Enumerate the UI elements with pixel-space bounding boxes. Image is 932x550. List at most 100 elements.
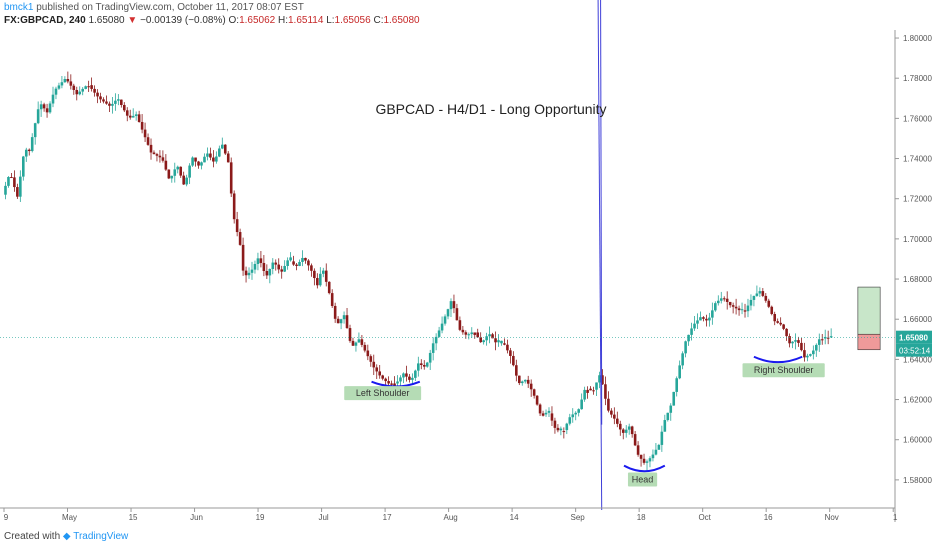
candle-body <box>482 340 485 343</box>
candle-body <box>431 343 435 353</box>
candle-body <box>675 378 679 392</box>
candle-body <box>657 444 661 450</box>
candle-body <box>547 410 551 413</box>
countdown-label: 03:52:14 <box>899 347 931 356</box>
candle-body <box>27 149 31 152</box>
candle-body <box>479 337 482 343</box>
candle-body <box>725 298 729 302</box>
candle-body <box>408 376 411 380</box>
pattern-label-bg <box>742 363 825 378</box>
y-tick-label: 1.74000 <box>903 155 932 164</box>
candle-body <box>66 79 70 82</box>
candle-body <box>405 373 408 377</box>
candle-body <box>393 383 396 386</box>
candle-body <box>238 232 242 245</box>
candle-body <box>30 137 34 152</box>
candle-body <box>702 317 705 319</box>
y-tick-label: 1.64000 <box>903 355 932 364</box>
candle-body <box>33 123 37 138</box>
candle-body <box>292 261 295 265</box>
x-tick-label: Nov <box>825 513 839 522</box>
candle-body <box>690 328 693 335</box>
candle-body <box>271 262 275 269</box>
price-change: −0.00139 (−0.08%) <box>140 15 226 26</box>
candle-body <box>247 272 251 276</box>
candle-body <box>256 258 260 264</box>
candle-body <box>36 109 40 124</box>
candle-body <box>114 100 117 104</box>
candle-body <box>699 317 702 321</box>
candle-body <box>613 414 616 419</box>
candle-body <box>327 281 331 294</box>
down-arrow-icon: ▼ <box>127 15 138 26</box>
candle-body <box>520 381 524 384</box>
candle-body <box>503 343 506 345</box>
candle-body <box>621 429 625 433</box>
axes: 1.80000 1.78000 1.76000 1.74000 1.72000 1.700… <box>0 30 932 522</box>
candle-body <box>422 365 426 367</box>
candle-body <box>553 420 557 428</box>
candle-body <box>604 384 607 399</box>
candle-body <box>84 86 87 89</box>
candle-body <box>773 313 777 322</box>
candle-body <box>22 156 25 177</box>
candle-body <box>826 337 830 339</box>
candle-body <box>354 342 358 346</box>
candle-body <box>437 330 441 337</box>
symbol-label: FX:GBPCAD, 240 <box>4 15 86 26</box>
candle-body <box>485 336 488 341</box>
candle-body <box>173 169 177 176</box>
pattern-label: Right Shoulder <box>754 365 814 375</box>
candle-body <box>57 85 61 89</box>
x-tick-label: 15 <box>129 513 138 522</box>
candle-body <box>678 365 681 379</box>
candle-body <box>476 332 480 338</box>
candle-body <box>250 269 254 273</box>
x-tick-label: Oct <box>698 513 711 522</box>
published-text: published on TradingView.com, October 11… <box>36 2 304 13</box>
candle-body <box>497 340 500 343</box>
candle-body <box>550 413 554 421</box>
candle-body <box>788 336 791 344</box>
candle-body <box>568 417 572 424</box>
tradingview-brand[interactable]: TradingView <box>73 531 129 542</box>
y-tick-label: 1.62000 <box>903 396 932 405</box>
candle-body <box>515 365 518 376</box>
chart-title: GBPCAD - H4/D1 - Long Opportunity <box>375 101 606 117</box>
candle-body <box>672 391 676 406</box>
candle-body <box>633 434 637 446</box>
candle-body <box>458 320 462 330</box>
candle-body <box>131 115 135 118</box>
position-loss-zone <box>857 333 881 351</box>
y-tick-label: 1.60000 <box>903 436 932 445</box>
author-link[interactable]: bmck1 <box>4 2 34 13</box>
candle-body <box>188 165 191 178</box>
candle-body <box>72 85 76 90</box>
created-with-text: Created with <box>4 531 61 542</box>
candle-body <box>645 461 649 463</box>
x-tick-label: 14 <box>510 513 519 522</box>
candle-body <box>310 265 313 271</box>
candle-body <box>794 340 797 342</box>
candle-body <box>529 383 533 390</box>
candle-body <box>812 350 815 355</box>
candle-body <box>800 342 803 351</box>
candle-body <box>387 381 390 384</box>
candle-body <box>610 410 613 415</box>
candle-body <box>461 329 465 333</box>
high-value: 1.65114 <box>288 15 324 26</box>
candle-body <box>758 291 762 294</box>
candle-body <box>452 301 456 309</box>
candle-body <box>696 320 699 324</box>
candle-body <box>111 103 114 106</box>
candle-body <box>301 257 304 262</box>
y-tick-label: 1.78000 <box>903 74 932 83</box>
candle-body <box>125 110 129 116</box>
open-label: O: <box>228 15 240 26</box>
candle-body <box>51 94 55 104</box>
pattern-label-bg <box>344 386 422 401</box>
candle-body <box>16 187 19 197</box>
candle-body <box>81 88 85 92</box>
candle-body <box>357 339 361 343</box>
